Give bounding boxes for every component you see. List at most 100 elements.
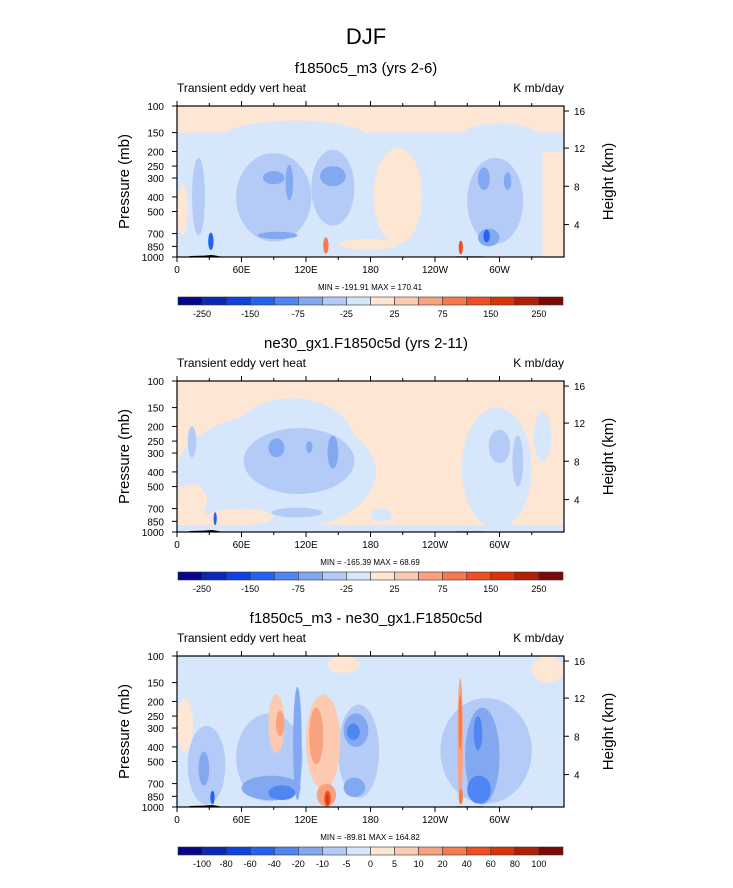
colorbar-swatch — [298, 571, 323, 581]
y-tick-label: 1000 — [142, 253, 165, 264]
colorbar-swatch — [418, 846, 443, 856]
colorbar-label: 10 — [414, 859, 424, 869]
colorbar-swatch — [177, 296, 203, 306]
contour-region — [458, 694, 462, 751]
colorbar-swatch — [490, 296, 516, 306]
y2-tick-label: 8 — [574, 732, 580, 743]
panel-3: f1850c5_m3 - ne30_gx1.F1850c5d Transient … — [116, 610, 617, 869]
colorbar-swatch — [418, 571, 443, 581]
colorbar-label: -100 — [193, 859, 211, 869]
colorbar-label: 100 — [531, 859, 546, 869]
units-label: K mb/day — [513, 356, 564, 370]
colorbar-label: -80 — [220, 859, 233, 869]
x-tick-label: 120E — [294, 815, 318, 826]
colorbar-swatch — [442, 571, 468, 581]
colorbar-swatch — [538, 846, 564, 856]
colorbar-label: 80 — [510, 859, 520, 869]
contour-region — [483, 229, 490, 243]
y-tick-label: 250 — [147, 162, 164, 173]
y-tick-label: 250 — [147, 437, 164, 448]
contour-region — [271, 507, 323, 518]
contour-region — [319, 166, 346, 187]
colorbar-swatch — [346, 296, 371, 306]
contour-region — [467, 775, 491, 804]
contour-region — [275, 710, 285, 737]
colorbar-swatch — [370, 846, 395, 856]
colorbar-label: -20 — [292, 859, 305, 869]
x-tick-label: 0 — [174, 815, 180, 826]
y2-tick-label: 16 — [574, 657, 586, 668]
min-max-label: MIN = -89.81 MAX = 164.82 — [320, 833, 420, 842]
y-tick-label: 250 — [147, 712, 164, 723]
y2-tick-label: 12 — [574, 419, 586, 430]
y2-axis-label: Height (km) — [600, 693, 617, 771]
colorbar-swatch — [298, 846, 323, 856]
colorbar-label: -25 — [340, 584, 353, 594]
y-tick-label: 400 — [147, 193, 164, 204]
y-tick-label: 850 — [147, 517, 164, 528]
contour-region — [488, 429, 511, 464]
x-tick-label: 120W — [422, 815, 449, 826]
y-tick-label: 150 — [147, 129, 164, 140]
y-tick-label: 100 — [147, 377, 164, 388]
panel-2: ne30_gx1.F1850c5d (yrs 2-11) Transient ed… — [116, 335, 617, 594]
x-tick-label: 60W — [489, 540, 510, 551]
panel-title: f1850c5_m3 - ne30_gx1.F1850c5d — [250, 610, 483, 627]
contour-fill — [177, 381, 564, 532]
y2-axis-label: Height (km) — [600, 418, 617, 496]
contour-region — [373, 148, 423, 244]
y-tick-label: 200 — [147, 697, 164, 708]
contour-region — [311, 149, 355, 226]
y2-tick-label: 4 — [574, 771, 580, 782]
colorbar-swatch — [538, 296, 564, 306]
colorbar-label: -60 — [244, 859, 257, 869]
x-tick-label: 120E — [294, 265, 318, 276]
contour-region — [346, 723, 360, 741]
contour-region — [213, 512, 217, 526]
contour-region — [207, 508, 274, 526]
contour-region — [220, 120, 371, 158]
y-tick-label: 700 — [147, 780, 164, 791]
x-tick-label: 60W — [489, 815, 510, 826]
colorbar-label: 25 — [390, 584, 400, 594]
colorbar-swatch — [177, 846, 203, 856]
contour-region — [285, 164, 294, 201]
y-tick-label: 500 — [147, 208, 164, 219]
min-max-label: MIN = -165.39 MAX = 68.69 — [320, 558, 420, 567]
y-tick-label: 100 — [147, 102, 164, 113]
y-tick-label: 300 — [147, 449, 164, 460]
colorbar-swatch — [394, 846, 419, 856]
colorbar-swatch — [249, 846, 275, 856]
colorbar-label: 60 — [486, 859, 496, 869]
contour-region — [461, 407, 532, 529]
colorbar-swatch — [322, 296, 347, 306]
y2-tick-label: 12 — [574, 144, 586, 155]
y-tick-label: 200 — [147, 422, 164, 433]
colorbar-label: -75 — [292, 309, 305, 319]
x-tick-label: 60E — [233, 265, 251, 276]
contour-region — [177, 184, 188, 236]
colorbar-swatch — [514, 571, 540, 581]
contour-region — [192, 157, 205, 236]
colorbar-label: -5 — [342, 859, 350, 869]
x-tick-label: 180 — [362, 540, 379, 551]
y-tick-label: 500 — [147, 758, 164, 769]
y-tick-label: 300 — [147, 724, 164, 735]
contour-region — [177, 525, 564, 532]
contour-region — [263, 171, 285, 185]
contour-region — [512, 435, 524, 487]
contour-region — [306, 441, 313, 454]
contour-region — [458, 789, 463, 805]
y2-axis-label: Height (km) — [600, 143, 617, 221]
contour-region — [326, 794, 329, 805]
colorbar-swatch — [538, 571, 564, 581]
colorbar-swatch — [418, 296, 443, 306]
min-max-label: MIN = -191.91 MAX = 170.41 — [318, 283, 423, 292]
colorbar-label: 150 — [483, 584, 498, 594]
y-tick-label: 200 — [147, 147, 164, 158]
colorbar-swatch — [490, 846, 516, 856]
x-tick-label: 180 — [362, 265, 379, 276]
contour-region — [473, 716, 483, 751]
units-label: K mb/day — [513, 81, 564, 95]
